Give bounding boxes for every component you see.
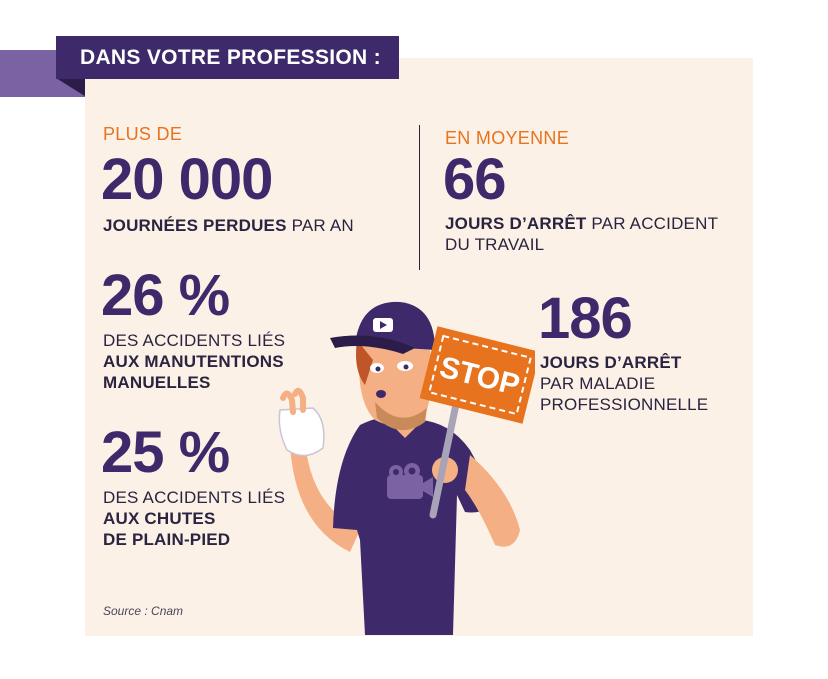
camera-icon	[387, 463, 433, 499]
stat-accident-label: JOURS D’ARRÊT PAR ACCIDENT	[445, 213, 718, 234]
banner-ribbon-fold	[56, 78, 88, 98]
column-divider	[419, 125, 420, 270]
stat-accident-value: 66	[443, 147, 507, 212]
stat-chutes-bold1: AUX CHUTES	[103, 508, 216, 529]
stat-chutes-bold2-text: DE PLAIN-PIED	[103, 530, 231, 549]
worker-beard	[375, 402, 427, 431]
stat-maladie-value: 186	[538, 286, 633, 351]
stat-chutes-line1: DES ACCIDENTS LIÉS	[103, 488, 286, 507]
stat-manutentions-line1: DES ACCIDENTS LIÉS	[103, 331, 286, 350]
worker-tshirt	[333, 416, 497, 635]
stat-accident-label-bold: JOURS D’ARRÊT	[445, 214, 587, 233]
banner-title: DANS VOTRE PROFESSION :	[56, 36, 399, 79]
bandage-icon	[278, 407, 325, 457]
stat-chutes-value: 25 %	[101, 420, 230, 485]
stat-manutentions-value: 26 %	[101, 263, 230, 328]
worker-right-arm	[465, 455, 520, 547]
stat-maladie-bold: JOURS D’ARRÊT	[540, 352, 681, 373]
worker-cap-visor	[330, 335, 415, 354]
worker-stop-illustration: STOP	[278, 301, 535, 635]
worker-fingers	[280, 387, 306, 415]
stat-journees-prefix: PLUS DE	[103, 124, 183, 144]
stat-maladie-line2: PAR MALADIE	[540, 374, 656, 393]
stat-manutentions-bold2: MANUELLES	[103, 372, 211, 393]
stat-journees-label-rest: PAR AN	[286, 216, 354, 235]
stat-maladie-line3: PROFESSIONNELLE	[540, 395, 709, 414]
source-note: Source : Cnam	[103, 604, 184, 618]
stat-accident-prefix: EN MOYENNE	[445, 128, 570, 148]
stat-maladie-bold-text: JOURS D’ARRÊT	[540, 353, 682, 372]
stat-journees-label: JOURNÉES PERDUES PAR AN	[103, 215, 354, 236]
stat-journees-value: 20 000	[101, 147, 273, 212]
stat-chutes-bold2: DE PLAIN-PIED	[103, 529, 230, 550]
stat-chutes-bold1-text: AUX CHUTES	[103, 509, 216, 528]
stat-accident-label-rest: PAR ACCIDENT	[586, 214, 719, 233]
stat-journees-label-bold: JOURNÉES PERDUES	[103, 216, 287, 235]
stop-sign: STOP	[419, 326, 535, 424]
stat-accident-line2: DU TRAVAIL	[445, 235, 545, 254]
stat-manutentions-bold1-text: AUX MANUTENTIONS	[103, 352, 284, 371]
worker-hair	[356, 340, 373, 385]
stat-manutentions-bold2-text: MANUELLES	[103, 373, 211, 392]
stat-manutentions-bold1: AUX MANUTENTIONS	[103, 351, 284, 372]
worker-mouth	[376, 390, 386, 398]
